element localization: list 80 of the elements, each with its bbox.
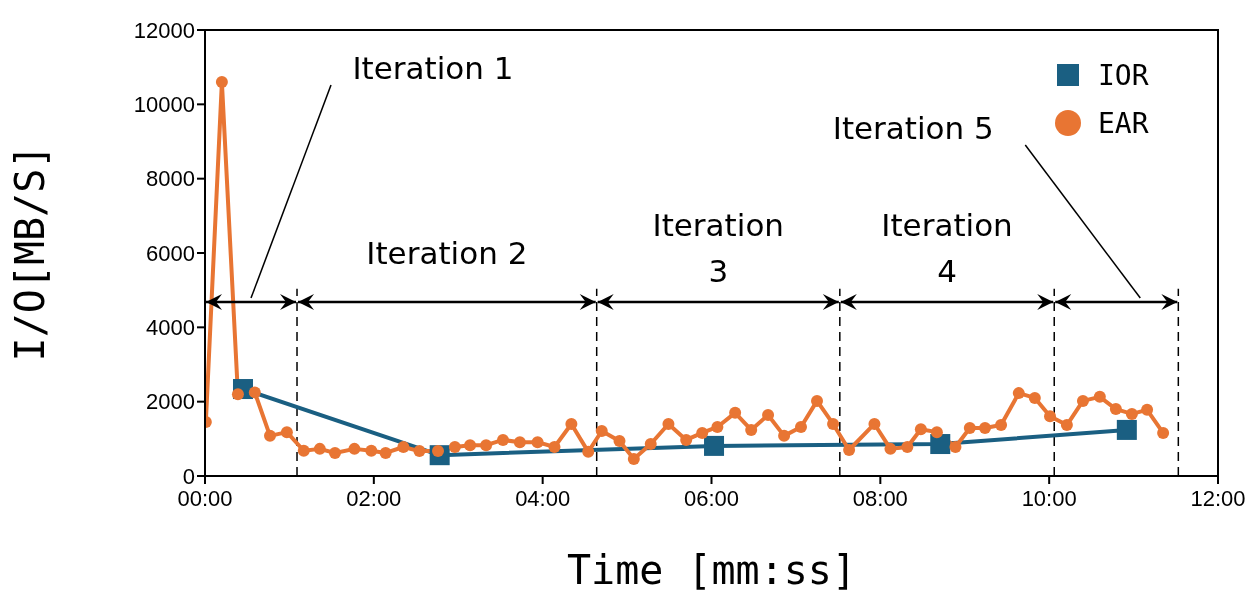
point	[1157, 426, 1170, 439]
point	[704, 435, 725, 456]
point	[1044, 410, 1057, 423]
y-tick-label: 6000	[146, 240, 195, 266]
point	[1093, 390, 1106, 403]
point	[565, 417, 578, 430]
point	[843, 443, 856, 456]
point	[548, 441, 561, 454]
point	[778, 429, 791, 442]
y-tick-label: 8000	[146, 166, 195, 192]
y-tick-label: 2000	[146, 389, 195, 415]
point	[745, 423, 758, 436]
point	[397, 441, 410, 454]
point	[480, 439, 493, 452]
point	[248, 386, 261, 399]
point	[794, 420, 807, 433]
point	[595, 425, 608, 438]
point	[1141, 403, 1154, 416]
point	[914, 423, 927, 436]
y-axis-title: I/O[MB/S]	[7, 144, 53, 362]
point	[379, 446, 392, 459]
legend-label: IOR	[1098, 58, 1149, 92]
annotation: Iteration 4	[881, 207, 1013, 290]
point	[979, 422, 992, 435]
point	[313, 442, 326, 455]
point	[696, 426, 709, 439]
annotation: Iteration 5	[832, 110, 994, 147]
point	[1125, 407, 1138, 420]
point	[613, 435, 626, 448]
point	[868, 417, 881, 430]
point	[1028, 391, 1041, 404]
x-tick-label: 10:00	[1021, 485, 1077, 511]
x-tick-label: 12:00	[1190, 485, 1246, 511]
point	[995, 419, 1008, 432]
point	[762, 409, 775, 422]
y-tick-label: 10000	[133, 92, 195, 118]
x-axis-title: Time [mm:ss]	[567, 547, 856, 593]
point	[448, 441, 461, 454]
point	[930, 434, 951, 455]
point	[215, 76, 228, 89]
y-tick-label: 4000	[146, 315, 195, 341]
point	[264, 429, 276, 442]
point	[348, 442, 361, 455]
point	[1116, 419, 1137, 440]
point	[513, 436, 526, 449]
point	[644, 438, 657, 451]
legend-label: EAR	[1098, 106, 1149, 140]
point	[811, 394, 824, 407]
point	[627, 452, 640, 465]
point	[1076, 394, 1089, 407]
point	[280, 426, 293, 439]
x-tick-label: 04:00	[515, 485, 571, 511]
point	[680, 433, 693, 446]
point	[901, 441, 914, 454]
point	[1012, 387, 1025, 400]
point	[884, 442, 897, 455]
point	[365, 444, 378, 457]
annotation: Iteration 3	[652, 207, 784, 290]
annotation: Iteration 2	[366, 235, 528, 272]
point	[413, 445, 426, 458]
point	[729, 406, 742, 419]
point	[531, 436, 544, 449]
x-tick-label: 06:00	[683, 485, 740, 511]
point	[297, 444, 310, 457]
point	[949, 441, 962, 454]
x-tick-label: 08:00	[852, 485, 908, 511]
y-tick-label: 12000	[133, 17, 195, 43]
annotation: Iteration 1	[352, 50, 514, 87]
point	[496, 433, 509, 446]
point	[1060, 419, 1073, 432]
point	[662, 417, 675, 430]
point	[930, 426, 943, 439]
point	[582, 445, 595, 458]
x-tick-label: 02:00	[346, 485, 402, 511]
point	[1109, 403, 1122, 416]
point	[329, 446, 341, 459]
point	[963, 422, 976, 435]
point	[827, 417, 840, 430]
point	[464, 439, 477, 452]
point	[711, 420, 724, 433]
